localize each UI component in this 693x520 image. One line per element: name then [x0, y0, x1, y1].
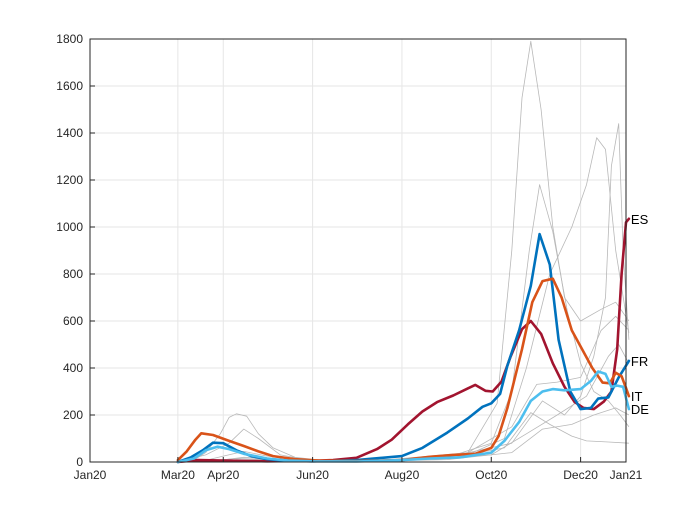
x-tick-label: Apr20: [207, 468, 239, 482]
y-tick-label: 1400: [56, 126, 83, 140]
x-tick-label: Jun20: [296, 468, 329, 482]
y-tick-label: 0: [76, 455, 83, 469]
y-tick-label: 600: [63, 314, 83, 328]
series-lines: [176, 217, 631, 464]
x-tick-label: Jan20: [74, 468, 107, 482]
x-tick-label: Jan21: [610, 468, 643, 482]
background-series-line: [198, 137, 630, 463]
y-tick-label: 200: [63, 408, 83, 422]
axes-box: [89, 38, 627, 463]
x-tick-label: Aug20: [385, 468, 420, 482]
y-tick-label: 1000: [56, 220, 83, 234]
series-label-de: DE: [631, 402, 649, 417]
x-tick-label: Mar20: [161, 468, 195, 482]
x-tick-label: Dec20: [563, 468, 598, 482]
y-tick-label: 400: [63, 361, 83, 375]
y-tick-label: 1600: [56, 79, 83, 93]
y-tick-label: 1200: [56, 173, 83, 187]
series-line-it: [176, 277, 631, 463]
axes: 0 200 400 600 800 1000 1200 1400 1600 1800 Jan20 Ma…: [56, 32, 642, 482]
y-tick-label: 800: [63, 267, 83, 281]
background-series-line: [177, 40, 630, 463]
series-label-it: IT: [631, 389, 643, 404]
y-tick-label: 1800: [56, 32, 83, 46]
x-tick-label: Oct20: [475, 468, 507, 482]
series-label-es: ES: [631, 212, 649, 227]
series-line-de: [176, 370, 631, 464]
series-label-fr: FR: [631, 354, 648, 369]
